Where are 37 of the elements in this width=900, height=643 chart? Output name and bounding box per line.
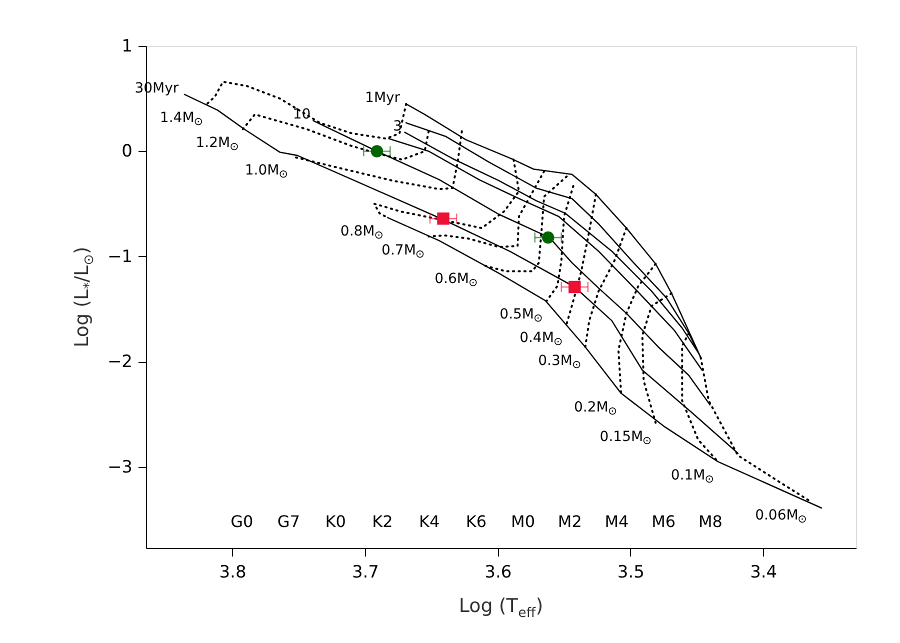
series-label: 1.2M⊙ [196, 135, 239, 154]
series-label: 1.4M⊙ [160, 110, 204, 128]
series-label: 0.3M⊙ [538, 352, 582, 371]
series-label: 0.5M⊙ [500, 306, 543, 325]
annotation: K2 [372, 512, 393, 531]
annotation: M8 [698, 512, 722, 531]
y-tick-label: 0 [122, 142, 132, 162]
annotation: M0 [511, 512, 535, 531]
y-tick-label: −2 [107, 352, 132, 372]
annotation: G0 [230, 512, 254, 531]
annotation: G7 [277, 512, 300, 531]
annotation: K6 [466, 512, 486, 531]
y-axis-title: Log (L*/L⊙) [71, 246, 97, 348]
y-tick-label: −1 [107, 246, 132, 267]
annotation: M2 [558, 512, 582, 531]
x-tick-label: 3.8 [219, 562, 246, 582]
x-tick-label: 3.6 [484, 562, 512, 582]
series-label: 0.15M⊙ [600, 428, 652, 447]
series-label: 0.8M⊙ [340, 224, 384, 242]
x-tick-label: 3.5 [617, 562, 644, 582]
series-label: 0.7M⊙ [382, 242, 425, 260]
annotation: K4 [418, 512, 440, 531]
series-label: 1Myr [365, 90, 400, 106]
series-label: 0.4M⊙ [520, 330, 563, 348]
y-tick-label: −3 [107, 457, 132, 478]
series-label: 0.2M⊙ [574, 399, 618, 418]
annotation: M6 [652, 512, 676, 531]
x-tick-label: 3.4 [750, 562, 778, 582]
y-tick-label: 1 [122, 36, 132, 56]
annotation: M4 [604, 512, 629, 531]
series-label: 3 [393, 118, 402, 134]
series-label: 0.1M⊙ [670, 468, 714, 486]
series-label: 1.0M⊙ [244, 162, 288, 181]
series-label: 0.06M⊙ [755, 508, 807, 526]
series-label: 0.6M⊙ [434, 270, 478, 289]
annotation: K0 [325, 512, 346, 531]
x-tick-label: 3.7 [352, 562, 379, 582]
